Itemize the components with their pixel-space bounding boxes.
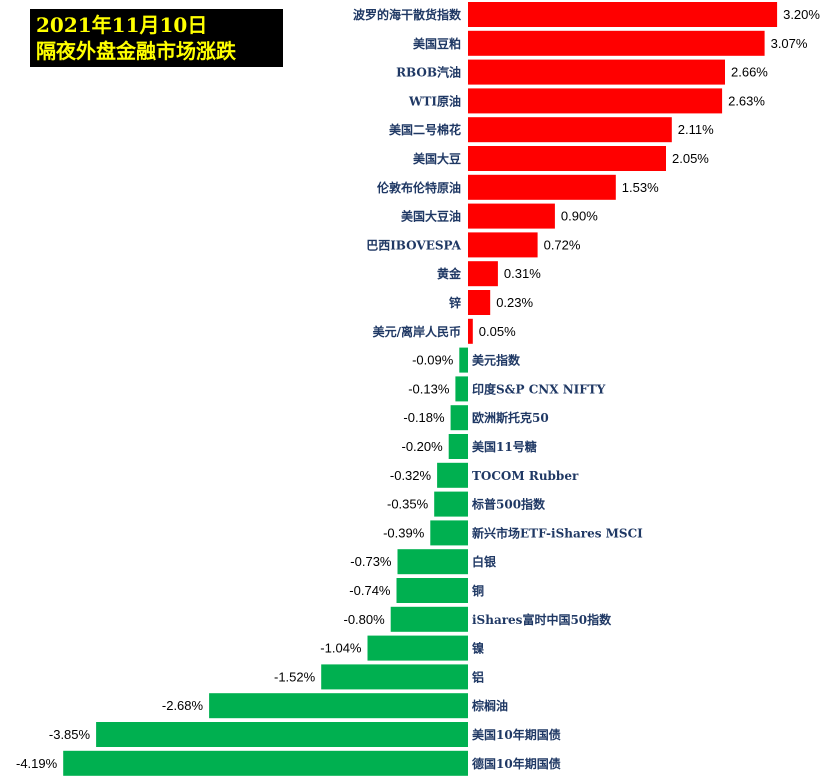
category-label: 美元/离岸人民币 — [373, 324, 461, 339]
category-label: RBOB汽油 — [396, 65, 461, 80]
data-label: -0.80% — [343, 612, 385, 627]
bar — [468, 2, 778, 27]
data-label: 3.20% — [783, 7, 820, 22]
category-label: 美国二号棉花 — [389, 122, 461, 137]
category-label: 美国10年期国债 — [472, 727, 561, 742]
bar — [468, 203, 555, 229]
data-label: -0.39% — [383, 525, 425, 540]
data-label: -0.35% — [387, 497, 429, 512]
category-label: 铜 — [472, 583, 484, 598]
bar — [468, 261, 498, 287]
bar — [430, 520, 468, 546]
category-label: 标普500指数 — [471, 497, 546, 512]
category-label: 黄金 — [437, 266, 462, 281]
data-label: -0.13% — [408, 381, 450, 396]
category-label: 伦敦布伦特原油 — [377, 180, 461, 195]
data-label: -0.20% — [401, 439, 443, 454]
bar — [396, 578, 468, 603]
data-label: 2.66% — [731, 65, 768, 80]
category-label: 美国大豆 — [413, 151, 461, 166]
bar — [450, 405, 468, 431]
data-label: 1.53% — [622, 180, 659, 195]
data-label: 0.72% — [544, 237, 581, 252]
bar — [455, 376, 468, 402]
category-label: 德国10年期国债 — [472, 756, 561, 771]
data-label: -0.32% — [390, 468, 432, 483]
data-label: -3.85% — [49, 727, 91, 742]
data-label: -1.04% — [320, 641, 362, 656]
category-label: 欧洲斯托克50 — [472, 410, 549, 425]
bar — [437, 462, 468, 488]
data-label: 0.90% — [561, 209, 598, 224]
category-label: TOCOM Rubber — [472, 469, 579, 483]
bar — [468, 174, 616, 200]
category-label: WTI原油 — [408, 93, 461, 108]
data-label: -0.09% — [412, 353, 454, 368]
bar — [468, 318, 473, 344]
bar — [468, 88, 723, 114]
category-label: 波罗的海干散货指数 — [353, 7, 462, 22]
category-label: 铝 — [472, 669, 484, 684]
bar — [468, 146, 666, 171]
bar — [468, 117, 672, 143]
data-label: 3.07% — [771, 36, 808, 51]
bar — [397, 549, 468, 575]
data-label: -0.73% — [350, 554, 392, 569]
data-label: -1.52% — [274, 669, 316, 684]
bar — [63, 750, 468, 776]
category-label: iShares富时中国50指数 — [472, 612, 612, 627]
chart-title: 2021年11月10日 隔夜外盘金融市场涨跌 — [30, 9, 283, 67]
category-label: 新兴市场ETF-iShares MSCI — [472, 525, 643, 540]
data-label: 2.63% — [728, 93, 765, 108]
category-label: 镍 — [472, 641, 484, 656]
data-label: -4.19% — [16, 756, 58, 771]
data-label: -0.74% — [349, 583, 391, 598]
bar — [96, 722, 468, 747]
bar — [459, 347, 468, 373]
data-label: 2.11% — [678, 122, 714, 137]
bar — [209, 693, 468, 719]
category-label: 印度S&P CNX NIFTY — [472, 381, 606, 396]
data-label: -2.68% — [162, 698, 204, 713]
data-label: 0.23% — [496, 295, 533, 310]
bar — [434, 491, 468, 517]
category-label: 巴西IBOVESPA — [366, 238, 461, 252]
bar — [321, 664, 468, 690]
data-label: 2.05% — [672, 151, 709, 166]
chart-title-date: 2021年11月10日 — [36, 13, 208, 37]
data-label: 0.05% — [479, 324, 516, 339]
bar — [390, 606, 468, 632]
bar — [448, 434, 468, 459]
category-label: 棕榈油 — [471, 698, 508, 713]
bar — [367, 635, 468, 661]
category-label: 锌 — [449, 295, 461, 310]
bar — [468, 232, 538, 258]
category-label: 美国大豆油 — [401, 209, 461, 224]
bar — [468, 59, 725, 85]
data-label: 0.31% — [504, 266, 541, 281]
chart-title-text: 隔夜外盘金融市场涨跌 — [36, 39, 236, 63]
category-label: 美国11号糖 — [472, 439, 537, 454]
category-label: 白银 — [472, 554, 497, 569]
bar — [468, 290, 491, 315]
bar — [468, 30, 765, 56]
category-label: 美国豆粕 — [413, 36, 461, 51]
category-label: 美元指数 — [472, 353, 521, 368]
data-label: -0.18% — [403, 410, 445, 425]
